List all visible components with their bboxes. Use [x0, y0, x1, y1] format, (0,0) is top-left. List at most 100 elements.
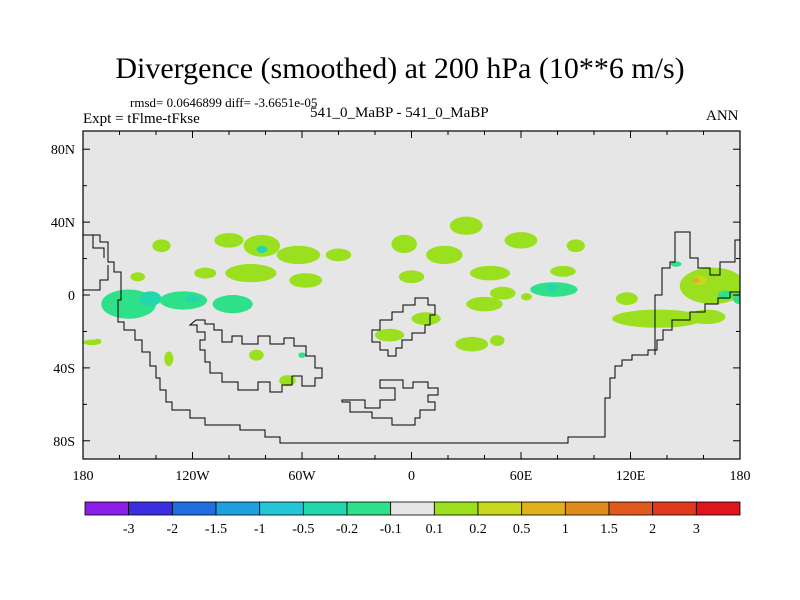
colorbar-level-label: 1.5 — [600, 522, 618, 537]
colorbar — [84, 501, 741, 516]
divergence-contour — [325, 248, 352, 262]
colorbar-swatch — [695, 501, 741, 516]
colorbar-labels: -3 -2 -1.5 -1 -0.5 -0.2 -0.1 0.1 0.2 0.5 1 1.5 2 3 — [123, 522, 700, 537]
colorbar-level-label: -2 — [166, 522, 178, 537]
divergence-contour — [670, 261, 682, 267]
divergence-contour — [152, 239, 171, 253]
colorbar-level-label: -3 — [123, 522, 135, 537]
colorbar-level-label: -1 — [254, 522, 266, 537]
colorbar-level-label: 2 — [649, 522, 656, 537]
divergence-contour — [550, 265, 576, 277]
divergence-field — [83, 216, 740, 387]
coastline-maritime — [371, 297, 436, 357]
experiment-label: Expt = tFlme-tFkse — [83, 111, 200, 127]
divergence-contour — [225, 264, 277, 283]
x-tick-label: 120W — [175, 469, 210, 484]
coastline-americas — [83, 234, 740, 444]
coastlines — [83, 231, 740, 444]
divergence-contour — [256, 245, 268, 254]
divergence-contour — [411, 312, 441, 326]
colorbar-swatch — [171, 501, 217, 516]
y-tick-label: 40N — [51, 216, 75, 231]
divergence-contour — [93, 338, 102, 343]
x-tick-label: 180 — [73, 469, 94, 484]
divergence-contour — [732, 293, 740, 305]
colorbar-swatch — [521, 501, 566, 516]
divergence-contour — [185, 295, 200, 303]
divergence-contour — [249, 349, 264, 361]
divergence-contour — [566, 239, 585, 253]
colorbar-swatch — [84, 501, 130, 516]
divergence-contour — [212, 295, 253, 314]
colorbar-swatch — [302, 501, 348, 516]
divergence-contour — [692, 277, 700, 284]
divergence-contour — [546, 284, 558, 292]
divergence-contour — [130, 272, 146, 282]
divergence-contour — [615, 292, 638, 306]
coastline-south-america — [188, 319, 323, 393]
coastline-africa — [341, 379, 439, 426]
divergence-contour — [398, 270, 425, 284]
divergence-contour — [391, 234, 417, 254]
divergence-contour — [164, 351, 174, 367]
divergence-contour — [214, 233, 244, 248]
divergence-contour — [688, 309, 726, 325]
divergence-contour — [194, 267, 217, 279]
colorbar-swatch — [564, 501, 610, 516]
case-label: 541_0_MaBP - 541_0_MaBP — [310, 105, 489, 121]
season-label: ANN — [706, 108, 739, 124]
colorbar-swatch — [652, 501, 697, 516]
divergence-contour — [276, 245, 321, 265]
divergence-contour — [466, 296, 503, 312]
colorbar-level-label: 1 — [562, 522, 569, 537]
y-tick-label: 80N — [51, 143, 75, 158]
colorbar-swatch — [215, 501, 261, 516]
colorbar-level-label: -0.1 — [380, 522, 402, 537]
divergence-contour — [489, 335, 505, 347]
x-tick-label: 120E — [616, 469, 646, 484]
colorbar-swatch — [259, 501, 304, 516]
divergence-contour — [469, 265, 511, 281]
coastline-north-america — [83, 265, 109, 291]
colorbar-swatch — [477, 501, 523, 516]
divergence-contour — [521, 293, 532, 301]
x-tick-label: 60E — [510, 469, 533, 484]
divergence-contour — [449, 216, 483, 235]
divergence-contour — [279, 375, 296, 387]
colorbar-level-label: 0.2 — [469, 522, 487, 537]
colorbar-level-label: -0.2 — [336, 522, 358, 537]
x-tick-label: 180 — [730, 469, 751, 484]
axis-ticks — [82, 131, 741, 459]
divergence-contour — [455, 336, 489, 352]
y-tick-label: 40S — [53, 362, 75, 377]
colorbar-swatch — [608, 501, 654, 516]
x-tick-label: 60W — [288, 469, 316, 484]
colorbar-level-label: 0.1 — [426, 522, 444, 537]
colorbar-level-label: 0.5 — [513, 522, 531, 537]
divergence-contour — [298, 352, 306, 358]
colorbar-level-label: 3 — [693, 522, 700, 537]
divergence-contour — [504, 232, 538, 249]
divergence-contour — [426, 245, 463, 265]
divergence-contour — [139, 291, 162, 306]
axis-tick-labels: 180 120W 60W 0 60E 120E 180 80N 40N 0 40S 80S — [51, 143, 751, 484]
colorbar-swatch — [128, 501, 173, 516]
coastline-australia — [654, 231, 740, 355]
colorbar-level-label: -0.5 — [292, 522, 314, 537]
chart-title: Divergence (smoothed) at 200 hPa (10**6 … — [115, 52, 685, 85]
x-tick-label: 0 — [408, 469, 415, 484]
divergence-contour — [489, 286, 516, 300]
coastline-eurasia — [92, 235, 105, 258]
rmsd-diff-stats: rmsd= 0.0646899 diff= -3.6651e-05 — [130, 95, 318, 110]
divergence-contour — [612, 309, 704, 328]
colorbar-swatch — [346, 501, 392, 516]
colorbar-swatch — [390, 501, 435, 516]
colorbar-level-label: -1.5 — [205, 522, 227, 537]
divergence-contour — [289, 273, 323, 288]
colorbar-swatch — [433, 501, 479, 516]
y-tick-label: 0 — [68, 289, 75, 304]
y-tick-label: 80S — [53, 435, 75, 450]
divergence-contour — [159, 291, 208, 310]
divergence-contour — [375, 328, 405, 342]
